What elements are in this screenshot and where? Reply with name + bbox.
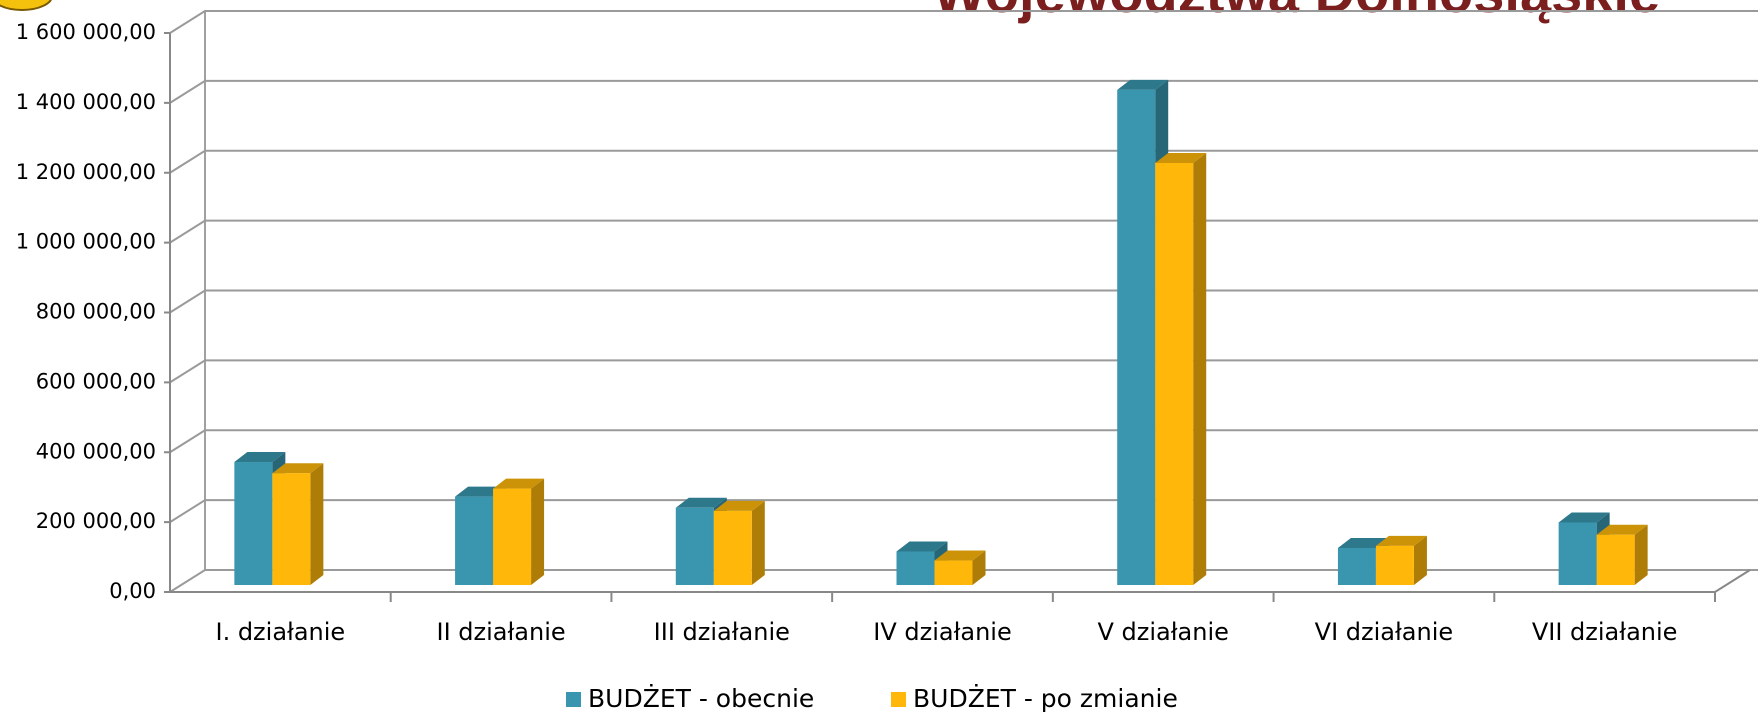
bar <box>1117 89 1156 586</box>
y-tick-label: 200 000,00 <box>36 509 156 533</box>
bar <box>1375 545 1414 585</box>
bar-top <box>272 463 324 474</box>
x-tick-label: I. działanie <box>215 618 345 646</box>
legend-label: BUDŻET - po zmianie <box>913 684 1178 713</box>
bar <box>272 473 311 585</box>
bar <box>896 551 935 585</box>
grid-line <box>169 289 1758 314</box>
x-tick-label: IV działanie <box>873 618 1012 646</box>
bar-side <box>972 550 986 585</box>
bar <box>1337 547 1376 585</box>
grid-line <box>169 359 1758 384</box>
bar-side <box>1634 524 1648 585</box>
x-tick-label: V działanie <box>1097 618 1228 646</box>
x-tick-label: II działanie <box>436 618 565 646</box>
bar-top <box>493 478 545 489</box>
bar <box>675 507 714 585</box>
x-tick-label: VII działanie <box>1532 618 1678 646</box>
y-tick-label: 1 200 000,00 <box>16 160 156 184</box>
bar-side <box>1413 535 1427 585</box>
grid-line <box>169 429 1758 454</box>
bar-side <box>751 500 765 585</box>
y-tick-label: 1 000 000,00 <box>16 230 156 254</box>
bar <box>455 496 494 585</box>
bar-top <box>234 452 286 463</box>
y-tick-label: 1 400 000,00 <box>16 90 156 114</box>
y-tick-label: 0,00 <box>109 579 156 603</box>
bar-top <box>934 550 986 561</box>
logo <box>0 0 52 11</box>
bar-side <box>310 463 324 585</box>
x-tick-label: III działanie <box>654 618 790 646</box>
grid-line <box>169 499 1758 523</box>
bar <box>934 560 973 585</box>
bar <box>1155 162 1194 585</box>
bar <box>1596 534 1635 585</box>
bar-top <box>1337 537 1389 548</box>
bar <box>1558 522 1597 585</box>
legend-label: BUDŻET - obecnie <box>588 684 814 713</box>
bar <box>713 510 752 585</box>
grid-line <box>169 569 1758 593</box>
bar-top <box>1155 152 1207 163</box>
bar-top <box>1596 524 1648 535</box>
bar-side <box>1193 152 1207 585</box>
bar-side <box>531 478 545 585</box>
bar-top <box>896 541 948 552</box>
y-tick-label: 600 000,00 <box>36 369 156 393</box>
x-tick-label: VI działanie <box>1315 618 1454 646</box>
grid-line <box>169 79 1758 104</box>
y-tick-label: 800 000,00 <box>36 300 156 324</box>
legend-swatch <box>891 692 906 707</box>
legend-swatch <box>566 692 581 707</box>
bar <box>493 488 532 585</box>
bar-top <box>1558 512 1610 523</box>
grid-line <box>169 219 1758 244</box>
bar-top <box>1375 535 1427 546</box>
bar-top <box>675 497 727 508</box>
bar <box>234 462 273 585</box>
y-tick-label: 400 000,00 <box>36 439 156 463</box>
bar-top <box>1117 79 1169 90</box>
bar-top <box>713 500 765 511</box>
grid-line <box>169 10 1758 34</box>
grid-line <box>169 149 1758 174</box>
y-tick-label: 1 600 000,00 <box>16 20 156 44</box>
